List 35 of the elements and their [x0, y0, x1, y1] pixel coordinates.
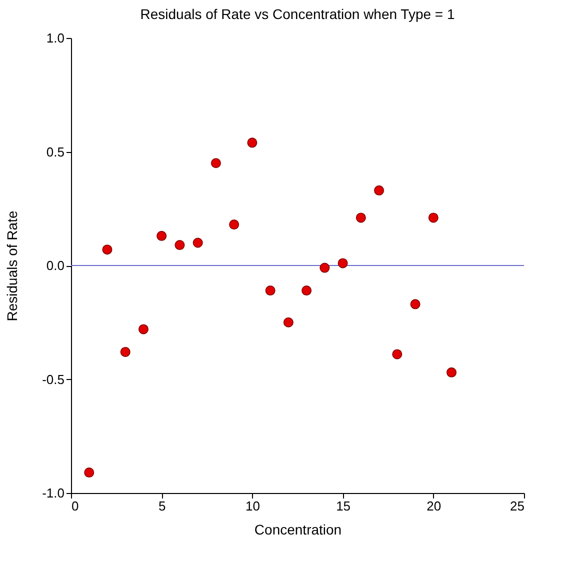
- point: [229, 220, 240, 230]
- point: [247, 138, 258, 148]
- x-tick-label: 15: [336, 498, 351, 514]
- y-tick-label: -0.5: [42, 372, 64, 387]
- y-axis-title: Residuals of Rate: [4, 210, 20, 322]
- x-axis-title: Concentration: [254, 522, 342, 538]
- x-tick-label: 20: [426, 498, 442, 514]
- point: [84, 468, 94, 478]
- point: [138, 324, 148, 334]
- y-tick-label: 1.0: [46, 30, 64, 46]
- point: [210, 158, 221, 168]
- point: [302, 286, 312, 296]
- point: [374, 185, 384, 196]
- point: [265, 286, 276, 296]
- point: [392, 349, 402, 360]
- y-tick-label: 0.0: [46, 258, 64, 273]
- point: [174, 240, 185, 250]
- point: [356, 212, 366, 223]
- point: [120, 346, 130, 357]
- x-tick-label: 0: [72, 498, 79, 514]
- point: [283, 317, 294, 328]
- x-tick-label: 25: [510, 498, 524, 514]
- point: [338, 258, 348, 268]
- y-tick-label: 0.5: [46, 144, 64, 160]
- point: [320, 262, 330, 273]
- x-tick-label: 5: [158, 498, 166, 514]
- point: [428, 212, 438, 223]
- point: [156, 230, 167, 241]
- point: [102, 244, 112, 255]
- x-tick-label: 10: [245, 498, 260, 514]
- point: [446, 367, 457, 378]
- point: [192, 238, 203, 248]
- chart-title: Residuals of Rate vs Concentration when Type = 1: [140, 6, 455, 22]
- point: [410, 299, 420, 310]
- y-tick-label: -1.0: [42, 486, 64, 500]
